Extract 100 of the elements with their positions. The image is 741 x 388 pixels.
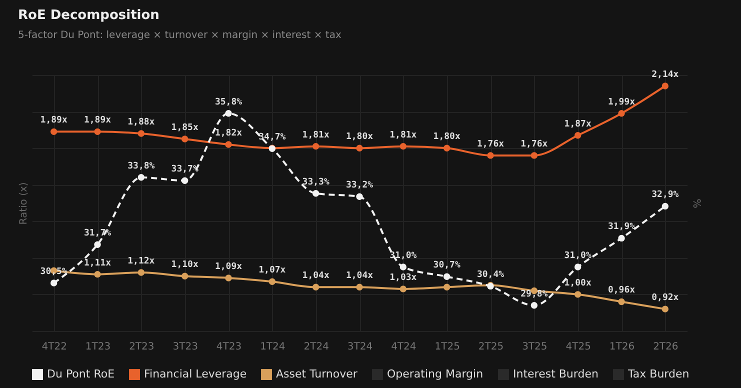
data-label: 1,89x [40, 116, 68, 126]
data-label: 1,76x [476, 139, 505, 150]
point [181, 136, 188, 142]
data-label: 1,07x [258, 266, 286, 276]
point [356, 193, 363, 200]
point [574, 291, 582, 298]
point [225, 110, 232, 117]
x-tick-label: 3T25 [522, 342, 548, 352]
point [50, 280, 58, 286]
point [312, 142, 320, 150]
data-label: 33,3% [302, 177, 330, 188]
data-label: 31,0% [564, 251, 592, 261]
point [225, 274, 232, 282]
x-tick-label: 1T24 [260, 342, 286, 352]
data-label: 30,7% [433, 260, 461, 271]
data-label: 1,89x [84, 116, 112, 126]
point [443, 273, 450, 280]
point [530, 302, 538, 309]
point [400, 286, 407, 292]
point [312, 190, 320, 197]
point [574, 132, 582, 139]
data-label: 31,0% [390, 251, 418, 261]
data-label: 1,82x [214, 128, 243, 138]
data-label: 31,9% [608, 222, 636, 232]
data-label: 34,7% [258, 132, 286, 143]
point [530, 152, 538, 159]
data-label: 30,4% [476, 270, 505, 280]
x-tick-label: 2T23 [129, 342, 154, 352]
point [181, 272, 188, 280]
point [400, 142, 407, 150]
x-tick-label: 2T24 [304, 342, 329, 352]
point [312, 284, 320, 290]
data-label: 1,04x [346, 271, 374, 282]
point [138, 269, 145, 276]
legend-label: Du Pont RoE [47, 368, 115, 381]
legend-label: Interest Burden [513, 368, 598, 381]
data-label: 0,92x [652, 293, 680, 304]
x-tick-label: 4T22 [42, 342, 67, 352]
data-label: 33,8% [128, 161, 156, 172]
data-label: 1,88x [128, 118, 156, 128]
data-label: 33,7% [171, 164, 199, 175]
data-label: 1,80x [433, 132, 461, 142]
legend-label: Financial Leverage [144, 368, 247, 381]
data-label: 1,99x [608, 97, 636, 108]
data-label: 1,81x [390, 130, 418, 140]
x-tick-label: 2T25 [478, 342, 504, 352]
point [400, 264, 407, 270]
data-label: 2,14x [652, 70, 680, 80]
data-label: 35,8% [214, 97, 243, 108]
data-label: 1,03x [390, 272, 418, 283]
point [138, 174, 145, 181]
point [50, 128, 58, 136]
point [443, 144, 450, 152]
x-tick-label: 4T24 [391, 342, 416, 352]
data-label: 1,76x [520, 139, 548, 150]
point [574, 264, 582, 270]
data-label: 1,04x [302, 271, 330, 282]
point [94, 128, 101, 136]
data-label: 0,96x [608, 286, 636, 296]
point [356, 284, 363, 290]
data-label: 1,09x [214, 262, 243, 272]
data-label: 31,7% [84, 228, 112, 239]
data-label: 32,9% [652, 190, 680, 200]
point [618, 298, 625, 306]
point [181, 177, 188, 184]
point [618, 234, 625, 242]
x-tick-label: 3T24 [347, 342, 373, 352]
legend-label: Operating Margin [387, 368, 484, 381]
y-axis-title: Ratio (x) [18, 182, 30, 225]
point [356, 144, 363, 152]
x-tick-label: 3T23 [172, 342, 198, 352]
point [94, 241, 101, 248]
x-tick-label: 1T23 [85, 342, 111, 352]
data-label: 1,12x [128, 256, 156, 266]
point [268, 278, 276, 285]
point [662, 306, 669, 312]
data-label: 1,10x [171, 260, 199, 270]
point [138, 130, 145, 137]
data-label: 1,11x [84, 258, 112, 268]
y2-axis-title: % [690, 198, 702, 208]
x-tick-label: 4T25 [566, 342, 591, 352]
chart-title: RoE Decomposition [18, 8, 160, 23]
x-tick-label: 1T26 [609, 342, 635, 352]
data-label: 29,8% [520, 289, 548, 300]
x-tick-label: 4T23 [216, 342, 242, 352]
x-tick-label: 1T25 [434, 342, 460, 352]
data-label: 1,85x [171, 123, 199, 133]
point [487, 152, 494, 159]
point [662, 202, 669, 210]
data-label: 1,87x [564, 119, 592, 130]
point [662, 82, 669, 90]
data-label: 1,00x [564, 278, 592, 288]
data-label: 33,2% [346, 180, 374, 191]
point [225, 141, 232, 148]
point [443, 284, 450, 290]
point [618, 110, 625, 117]
data-label: 1,81x [302, 130, 330, 140]
chart-subtitle: 5-factor Du Pont: leverage × turnover × margin × interest × tax [18, 30, 342, 41]
point [94, 270, 101, 278]
data-label: 1,80x [346, 132, 374, 142]
